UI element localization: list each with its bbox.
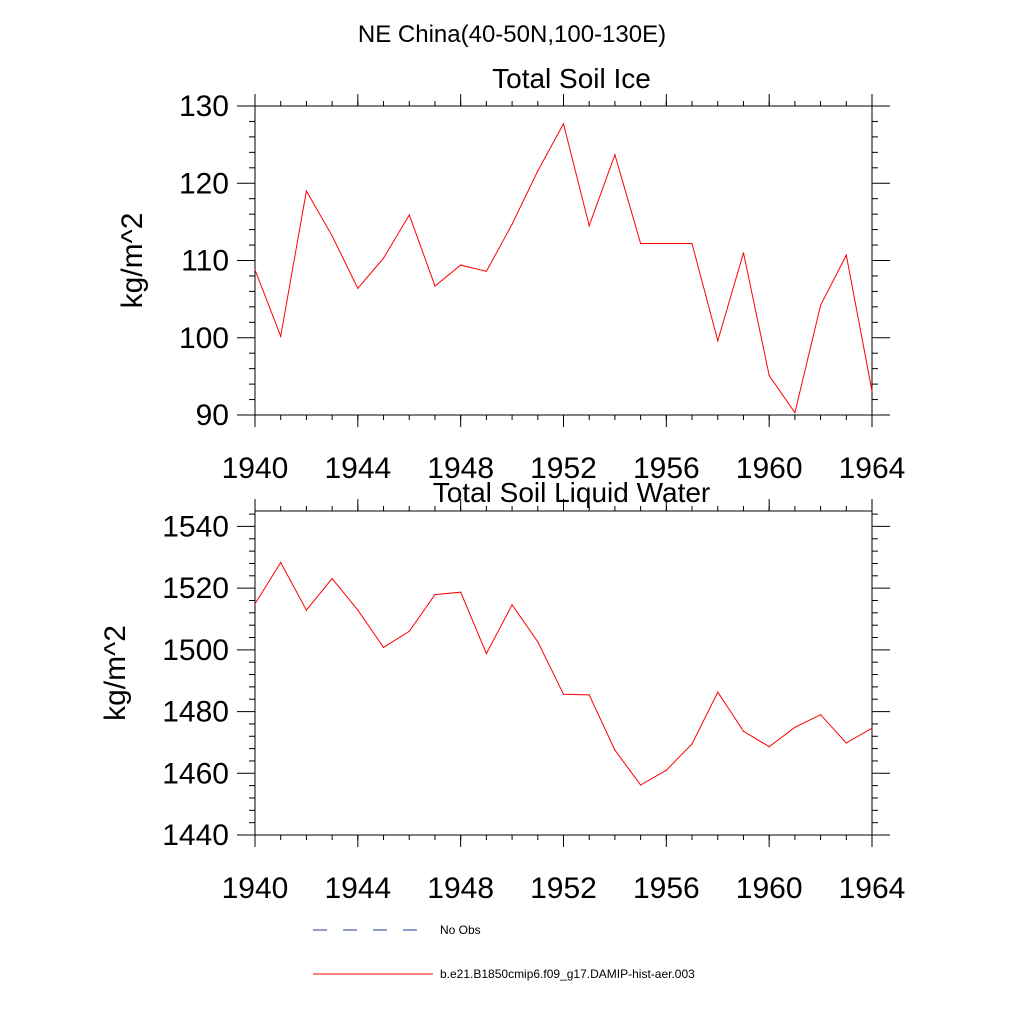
soil-liquid-water-data-point (382, 646, 385, 649)
soil-liquid-water-data-point (717, 691, 719, 693)
soil-ice-data-point (665, 242, 667, 245)
soil-liquid-water-x-tick-label: 1964 (839, 872, 906, 905)
soil-ice-x-tick-label: 1956 (633, 452, 700, 485)
soil-liquid-water-y-tick-label: 1500 (162, 634, 229, 667)
soil-ice-title: Total Soil Ice (492, 63, 651, 94)
chart-soil-liquid-water: Total Soil Liquid Water kg/m^2 1940 1944 194… (99, 477, 905, 905)
chart-soil-ice: Total Soil Ice kg/m^2 1940 1944 1948 1952 1956… (116, 63, 905, 485)
soil-ice-data-point (717, 340, 719, 342)
soil-liquid-water-data-point (742, 730, 745, 732)
soil-liquid-water-data-point (408, 630, 410, 632)
soil-ice-data-point (357, 287, 359, 289)
soil-ice-y-tick-label: 110 (181, 245, 229, 278)
soil-ice-data-point (845, 254, 847, 256)
soil-ice-data-point (640, 242, 642, 245)
soil-liquid-water-data-point (820, 714, 822, 716)
soil-liquid-water-data-point (794, 726, 796, 728)
soil-ice-ylabel: kg/m^2 (116, 213, 149, 309)
soil-liquid-water-y-tick-label: 1480 (162, 696, 229, 729)
soil-liquid-water-data-point (460, 591, 462, 593)
soil-ice-data-point (768, 375, 770, 377)
soil-liquid-water-x-tick-label: 1940 (222, 872, 289, 905)
soil-liquid-water-data-point (588, 694, 590, 696)
soil-ice-data-point (408, 214, 410, 216)
soil-ice-data-point (820, 304, 822, 306)
soil-ice-series-line (254, 122, 873, 414)
soil-liquid-water-x-tick-label: 1948 (427, 872, 494, 905)
soil-ice-data-point (331, 235, 333, 237)
soil-ice-x-tick-label: 1960 (736, 452, 803, 485)
soil-ice-data-point (562, 123, 565, 125)
soil-ice-data-point (382, 257, 385, 259)
legend-obs-label: No Obs (440, 923, 481, 937)
soil-liquid-water-data-point (768, 746, 770, 748)
soil-liquid-water-y-tick-label: 1520 (162, 572, 229, 605)
soil-ice-data-point (485, 270, 487, 272)
soil-liquid-water-data-point (280, 561, 282, 564)
soil-ice-data-point (460, 264, 462, 266)
soil-ice-data-point (614, 154, 616, 156)
soil-liquid-water-plot-frame (254, 510, 873, 836)
soil-ice-y-tick-label: 120 (179, 167, 229, 200)
soil-liquid-water-data-point (331, 578, 333, 580)
soil-liquid-water-data-point (485, 653, 487, 655)
soil-liquid-water-x-tick-label: 1944 (324, 872, 391, 905)
soil-ice-data-point (794, 412, 796, 414)
soil-liquid-water-data-point (434, 594, 436, 596)
soil-ice-data-point (871, 390, 873, 392)
soil-ice-data-point (305, 190, 307, 192)
soil-liquid-water-y-tick-label: 1540 (162, 510, 229, 543)
soil-liquid-water-y-tick-label: 1440 (162, 819, 229, 852)
soil-ice-data-point (434, 285, 436, 287)
legend-model-label: b.e21.B1850cmip6.f09_g17.DAMIP-hist-aer.… (440, 967, 695, 981)
soil-liquid-water-x-tick-label: 1960 (736, 872, 803, 905)
soil-liquid-water-data-point (640, 784, 642, 786)
legend: No Obs b.e21.B1850cmip6.f09_g17.DAMIP-hi… (313, 923, 695, 981)
soil-ice-y-tick-label: 130 (179, 90, 229, 123)
soil-liquid-water-data-point (871, 727, 873, 729)
soil-liquid-water-ylabel: kg/m^2 (99, 625, 132, 721)
soil-ice-y-tick-label: 100 (179, 322, 229, 355)
soil-ice-data-point (691, 242, 693, 245)
soil-liquid-water-data-point (511, 604, 513, 606)
soil-liquid-water-x-tick-label: 1952 (530, 872, 597, 905)
soil-ice-x-tick-label: 1952 (530, 452, 597, 485)
soil-liquid-water-data-point (305, 609, 307, 611)
soil-ice-x-tick-label: 1940 (222, 452, 289, 485)
soil-liquid-water-title: Total Soil Liquid Water (433, 477, 711, 508)
soil-ice-x-tick-label: 1944 (324, 452, 391, 485)
soil-liquid-water-x-tick-label: 1956 (633, 872, 700, 905)
soil-ice-data-point (254, 269, 256, 271)
soil-liquid-water-data-point (691, 743, 693, 745)
soil-ice-x-tick-label: 1964 (839, 452, 906, 485)
soil-liquid-water-data-point (537, 641, 539, 643)
soil-ice-x-tick-label: 1948 (427, 452, 494, 485)
soil-liquid-water-data-point (254, 603, 256, 605)
soil-liquid-water-data-point (614, 749, 616, 751)
soil-ice-data-point (511, 223, 513, 225)
soil-ice-data-point (280, 335, 282, 337)
soil-ice-plot-frame (254, 105, 873, 416)
soil-liquid-water-data-point (562, 693, 565, 695)
soil-ice-y-tick-label: 90 (196, 399, 229, 432)
soil-liquid-water-data-point (665, 769, 667, 771)
soil-ice-data-point (537, 170, 539, 172)
soil-liquid-water-data-point (845, 742, 847, 744)
soil-liquid-water-y-tick-label: 1460 (162, 757, 229, 790)
soil-ice-data-point (742, 252, 745, 254)
soil-liquid-water-data-point (357, 609, 359, 611)
soil-ice-data-point (588, 225, 590, 227)
soil-liquid-water-series-line (254, 561, 873, 786)
page-title: NE China(40-50N,100-130E) (358, 21, 666, 48)
